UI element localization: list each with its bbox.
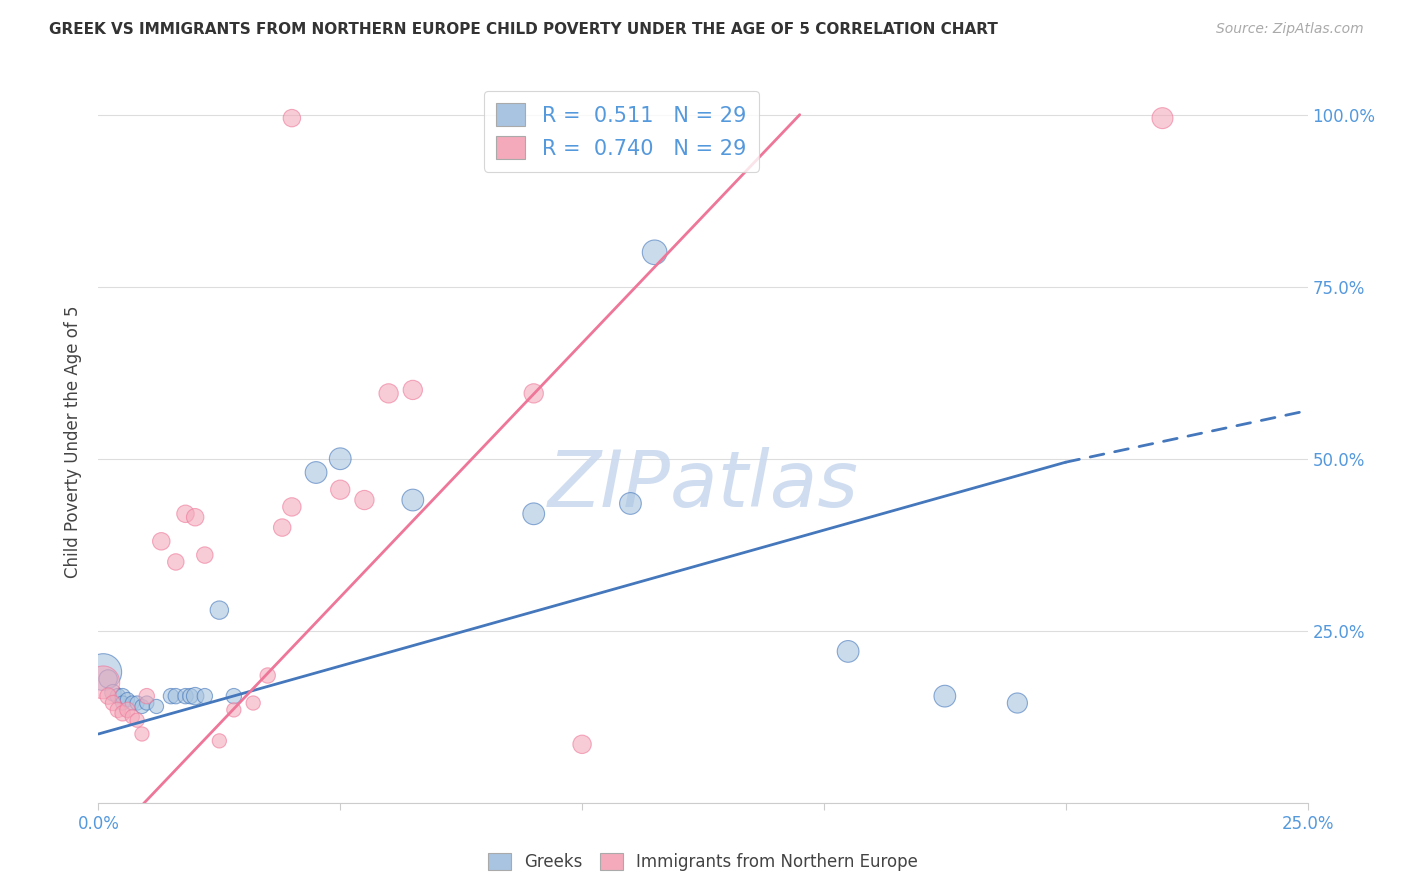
Point: [111, 689, 134, 703]
Point: [101, 696, 124, 710]
Point: [91, 665, 114, 679]
Point: [184, 510, 207, 524]
Y-axis label: Child Poverty Under the Age of 5: Child Poverty Under the Age of 5: [65, 305, 83, 578]
Point: [523, 386, 546, 401]
Point: [165, 689, 187, 703]
Point: [117, 692, 139, 706]
Point: [619, 496, 641, 510]
Point: [97, 689, 120, 703]
Legend: R =  0.511   N = 29, R =  0.740   N = 29: R = 0.511 N = 29, R = 0.740 N = 29: [484, 91, 759, 171]
Point: [571, 737, 593, 751]
Point: [150, 534, 173, 549]
Point: [353, 493, 375, 508]
Point: [242, 696, 264, 710]
Point: [1007, 696, 1029, 710]
Point: [111, 706, 134, 721]
Point: [305, 466, 328, 480]
Point: [271, 520, 294, 534]
Point: [329, 483, 352, 497]
Point: [127, 696, 149, 710]
Point: [208, 734, 231, 748]
Point: [174, 689, 197, 703]
Text: GREEK VS IMMIGRANTS FROM NORTHERN EUROPE CHILD POVERTY UNDER THE AGE OF 5 CORREL: GREEK VS IMMIGRANTS FROM NORTHERN EUROPE…: [49, 22, 998, 37]
Point: [329, 451, 352, 466]
Point: [107, 703, 129, 717]
Point: [184, 689, 207, 703]
Point: [121, 710, 143, 724]
Point: [135, 696, 157, 710]
Point: [179, 689, 201, 703]
Point: [101, 686, 124, 700]
Point: [194, 689, 217, 703]
Legend: Greeks, Immigrants from Northern Europe: Greeks, Immigrants from Northern Europe: [479, 845, 927, 880]
Point: [281, 111, 304, 125]
Point: [145, 699, 167, 714]
Point: [837, 644, 859, 658]
Point: [523, 507, 546, 521]
Point: [91, 675, 114, 690]
Point: [402, 383, 425, 397]
Point: [256, 668, 278, 682]
Point: [131, 699, 153, 714]
Point: [644, 245, 666, 260]
Point: [281, 500, 304, 514]
Point: [131, 727, 153, 741]
Point: [1152, 111, 1174, 125]
Text: ZIPatlas: ZIPatlas: [547, 447, 859, 523]
Point: [160, 689, 183, 703]
Point: [107, 689, 129, 703]
Point: [174, 507, 197, 521]
Text: Source: ZipAtlas.com: Source: ZipAtlas.com: [1216, 22, 1364, 37]
Point: [402, 493, 425, 508]
Point: [97, 672, 120, 686]
Point: [121, 696, 143, 710]
Point: [111, 696, 134, 710]
Point: [222, 703, 245, 717]
Point: [208, 603, 231, 617]
Point: [377, 386, 399, 401]
Point: [135, 689, 157, 703]
Point: [194, 548, 217, 562]
Point: [127, 713, 149, 727]
Point: [222, 689, 245, 703]
Point: [165, 555, 187, 569]
Point: [117, 703, 139, 717]
Point: [934, 689, 956, 703]
